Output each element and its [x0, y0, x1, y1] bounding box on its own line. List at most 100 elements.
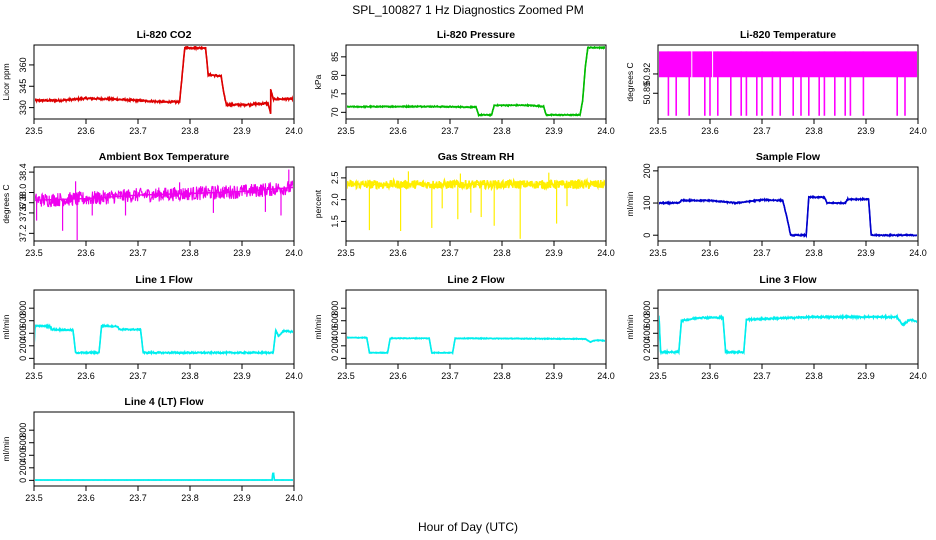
panel-line-2-flow: Line 2 Flow ml/min 23.5 23.6 23.7 23.8 23.9 24.… — [313, 274, 615, 381]
y-axis-label: ml/min — [625, 314, 635, 339]
x-tick-label: 23.7 — [753, 126, 771, 136]
x-tick-label: 23.9 — [857, 371, 875, 381]
y-tick-label: 0 — [642, 233, 652, 238]
x-tick-label: 23.6 — [77, 493, 95, 503]
plot-frame — [657, 289, 919, 365]
x-tick-label: 23.9 — [545, 126, 563, 136]
y-tick-label: 38.4 — [18, 163, 28, 181]
y-tick-label: 600 — [642, 313, 652, 328]
y-tick-label: 600 — [18, 435, 28, 450]
series-line — [35, 472, 293, 482]
panel-title: Ambient Box Temperature — [99, 151, 230, 163]
y-tick-label: 345 — [18, 79, 28, 94]
series-line — [659, 51, 917, 78]
y-tick-label: 2.5 — [330, 172, 340, 185]
x-tick-label: 23.7 — [753, 248, 771, 258]
figure-title: SPL_100827 1 Hz Diagnostics Zoomed PM — [352, 3, 583, 17]
panel-title: Line 4 (LT) Flow — [124, 396, 204, 408]
y-tick-label: 800 — [18, 423, 28, 438]
y-axis-label: percent — [313, 189, 323, 218]
x-tick-label: 23.6 — [77, 126, 95, 136]
x-tick-label: 23.7 — [129, 248, 147, 258]
x-tick-label: 23.6 — [701, 371, 719, 381]
y-tick-label: 400 — [18, 326, 28, 341]
x-tick-label: 24.0 — [285, 248, 303, 258]
x-tick-label: 24.0 — [597, 371, 615, 381]
x-tick-label: 23.5 — [337, 248, 355, 258]
x-tick-label: 23.5 — [25, 126, 43, 136]
panel-ambient-box-temperature: Ambient Box Temperature degrees C 23.5 23.6… — [1, 151, 303, 258]
x-tick-label: 23.7 — [129, 371, 147, 381]
x-tick-label: 24.0 — [909, 248, 927, 258]
x-tick-label: 23.9 — [233, 493, 251, 503]
panel-title: Line 3 Flow — [759, 274, 817, 286]
y-tick-label: 200 — [642, 338, 652, 353]
x-tick-label: 23.8 — [805, 371, 823, 381]
x-tick-label: 23.6 — [389, 126, 407, 136]
panel-li-820-co2: Li-820 CO2 Licor ppm 23.5 23.6 23.7 23.8 23.9 2… — [1, 29, 303, 136]
panel-title: Li-820 CO2 — [137, 29, 192, 41]
series-line — [347, 336, 605, 356]
series-line — [659, 195, 917, 239]
y-tick-label: 37.2 — [18, 225, 28, 243]
y-tick-label: 70 — [330, 107, 340, 117]
x-tick-label: 23.8 — [493, 248, 511, 258]
x-tick-label: 23.6 — [77, 248, 95, 258]
data-series — [659, 313, 917, 356]
x-tick-label: 23.9 — [233, 248, 251, 258]
data-series — [347, 336, 605, 356]
y-axis-label: ml/min — [1, 314, 11, 339]
y-tick-label: 600 — [18, 313, 28, 328]
panel-sample-flow: Sample Flow ml/min 23.5 23.6 23.7 23.8 23.9 24.… — [625, 151, 927, 258]
y-tick-label: 200 — [330, 338, 340, 353]
x-tick-label: 24.0 — [597, 248, 615, 258]
y-tick-label: 50.92 — [642, 63, 652, 86]
x-tick-label: 23.6 — [701, 248, 719, 258]
y-axis-label: degrees C — [625, 62, 635, 101]
panel-title: Line 2 Flow — [447, 274, 505, 286]
y-tick-label: 80 — [330, 70, 340, 80]
panel-line-1-flow: Line 1 Flow ml/min 23.5 23.6 23.7 23.8 23.9 24.… — [1, 274, 303, 381]
x-tick-label: 23.8 — [805, 248, 823, 258]
x-tick-label: 23.5 — [25, 493, 43, 503]
y-tick-label: 360 — [18, 57, 28, 72]
series-steps — [35, 472, 293, 481]
x-tick-label: 23.7 — [441, 126, 459, 136]
plot-frame — [345, 44, 607, 120]
data-series — [347, 171, 605, 239]
y-tick-label: 2.0 — [330, 193, 340, 206]
y-tick-label: 0 — [642, 356, 652, 361]
x-tick-label: 23.9 — [545, 248, 563, 258]
x-tick-label: 23.8 — [181, 126, 199, 136]
y-tick-label: 330 — [18, 100, 28, 115]
plot-frame — [33, 166, 295, 242]
x-tick-label: 23.9 — [233, 126, 251, 136]
y-tick-label: 200 — [18, 460, 28, 475]
plot-frame — [345, 289, 607, 365]
series-line — [347, 46, 605, 118]
y-axis-label: ml/min — [625, 191, 635, 216]
data-series — [35, 46, 293, 115]
plot-frame — [33, 289, 295, 365]
y-tick-label: 0 — [18, 478, 28, 483]
y-tick-label: 600 — [330, 313, 340, 328]
panel-title: Line 1 Flow — [135, 274, 193, 286]
x-tick-label: 23.5 — [649, 371, 667, 381]
y-axis-label: Licor ppm — [1, 63, 11, 100]
data-series — [659, 50, 917, 116]
x-tick-label: 24.0 — [909, 126, 927, 136]
x-tick-label: 23.7 — [441, 248, 459, 258]
series-steps — [35, 324, 293, 354]
x-tick-label: 23.5 — [649, 126, 667, 136]
x-tick-label: 24.0 — [597, 126, 615, 136]
y-tick-label: 0 — [18, 356, 28, 361]
y-axis-label: kPa — [313, 74, 323, 89]
panel-line-3-flow: Line 3 Flow ml/min 23.5 23.6 23.7 23.8 23.9 24.… — [625, 274, 927, 381]
x-tick-label: 23.8 — [181, 493, 199, 503]
y-axis-label: ml/min — [313, 314, 323, 339]
series-steps — [347, 337, 605, 354]
series-line — [35, 180, 293, 208]
y-tick-label: 100 — [642, 196, 652, 211]
x-tick-label: 24.0 — [285, 371, 303, 381]
panel-title: Li-820 Pressure — [437, 29, 515, 41]
